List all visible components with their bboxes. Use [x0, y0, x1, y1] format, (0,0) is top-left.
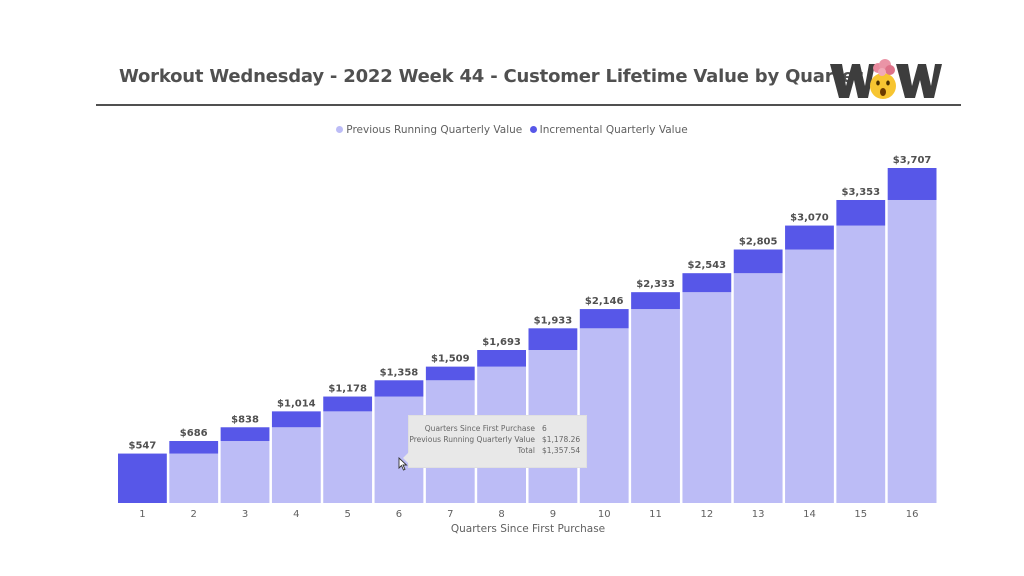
page-title: Workout Wednesday - 2022 Week 44 - Custo…	[119, 66, 863, 87]
bar-previous-q15[interactable]	[836, 225, 886, 503]
bar-previous-q3[interactable]	[220, 441, 270, 503]
data-label: $3,707	[893, 155, 932, 166]
x-tick-label: 2	[191, 509, 197, 520]
bar-incremental-q3[interactable]	[220, 427, 270, 442]
x-tick-label: 9	[550, 509, 556, 520]
tooltip-table: Quarters Since First Purchase 6 Previous…	[409, 424, 586, 457]
tooltip-row: Quarters Since First Purchase 6	[409, 424, 586, 435]
x-tick-label: 16	[906, 509, 919, 520]
bar-incremental-q5[interactable]	[323, 396, 373, 412]
bar-incremental-q7[interactable]	[425, 366, 475, 381]
tooltip-pointer	[403, 452, 409, 464]
bar-incremental-q11[interactable]	[631, 292, 680, 310]
x-tick-label: 14	[803, 509, 816, 520]
bar-incremental-q6[interactable]	[374, 380, 424, 397]
legend-item-previous[interactable]: Previous Running Quarterly Value	[336, 124, 522, 136]
bar-incremental-q15[interactable]	[836, 199, 886, 226]
bar-previous-q16[interactable]	[887, 199, 937, 503]
title-divider	[96, 104, 961, 106]
data-label: $3,070	[790, 213, 829, 224]
data-label: $2,805	[739, 237, 778, 248]
data-label: $1,693	[482, 337, 521, 348]
x-tick-label: 10	[598, 509, 611, 520]
bar-incremental-q4[interactable]	[271, 411, 321, 428]
bar-incremental-q12[interactable]	[682, 273, 732, 293]
legend-dot-incremental	[529, 125, 537, 133]
bar-previous-q14[interactable]	[785, 249, 834, 503]
bar-incremental-q9[interactable]	[528, 328, 578, 351]
legend-label-incremental: Incremental Quarterly Value	[539, 124, 688, 136]
bar-previous-q4[interactable]	[271, 427, 321, 503]
x-tick-label: 1	[139, 509, 145, 520]
x-tick-labels-group: 1 2 3 4 5 6 7 8 9 10 11 12 13 14 15 16	[139, 509, 918, 520]
x-tick-label: 11	[649, 509, 662, 520]
wow-logo	[828, 58, 944, 102]
data-label: $2,333	[636, 279, 675, 290]
bar-previous-q12[interactable]	[682, 292, 732, 503]
x-tick-label: 4	[293, 509, 299, 520]
tooltip-row: Total $1,357.54	[409, 446, 586, 457]
tooltip: Quarters Since First Purchase 6 Previous…	[403, 415, 587, 468]
tooltip-value: $1,178.26	[542, 435, 581, 444]
data-label: $838	[231, 414, 259, 425]
x-axis-title: Quarters Since First Purchase	[451, 523, 605, 535]
data-labels-group: $547 $686 $838 $1,014 $1,178 $1,358 $1,509 $1,6…	[128, 155, 931, 452]
data-label: $3,353	[841, 187, 880, 198]
tooltip-label: Total	[517, 446, 535, 455]
data-label: $2,146	[585, 296, 624, 307]
x-tick-label: 5	[344, 509, 350, 520]
bar-previous-q5[interactable]	[323, 411, 373, 503]
chart-legend: Previous Running Quarterly Value Increme…	[0, 124, 1024, 136]
data-label: $686	[180, 428, 208, 439]
data-label: $1,358	[380, 367, 419, 378]
bar-previous-q13[interactable]	[733, 273, 783, 503]
data-label: $1,933	[534, 315, 573, 326]
data-label: $1,509	[431, 354, 470, 365]
bar-incremental-q16[interactable]	[887, 168, 937, 200]
bar-previous-q11[interactable]	[631, 309, 680, 503]
tooltip-label: Previous Running Quarterly Value	[409, 435, 535, 444]
x-tick-label: 15	[854, 509, 867, 520]
x-tick-label: 13	[752, 509, 765, 520]
mouse-cursor-icon	[398, 456, 408, 475]
bar-incremental-q13[interactable]	[733, 249, 783, 274]
data-label: $1,014	[277, 398, 316, 409]
data-label: $2,543	[688, 260, 727, 271]
x-tick-label: 3	[242, 509, 248, 520]
bar-previous-q2[interactable]	[169, 453, 219, 503]
tooltip-row: Previous Running Quarterly Value $1,178.…	[409, 435, 586, 446]
data-label: $547	[128, 441, 156, 452]
legend-item-incremental[interactable]: Incremental Quarterly Value	[529, 124, 688, 136]
tooltip-label: Quarters Since First Purchase	[424, 424, 535, 433]
legend-dot-previous	[336, 125, 344, 133]
bar-incremental-q2[interactable]	[169, 441, 219, 454]
x-tick-label: 7	[447, 509, 453, 520]
wow-logo-icon	[830, 59, 942, 99]
bar-incremental-q10[interactable]	[579, 309, 629, 329]
bar-incremental-q8[interactable]	[477, 350, 526, 367]
tooltip-value: 6	[542, 424, 547, 433]
tooltip-value: $1,357.54	[542, 446, 581, 455]
x-tick-label: 6	[396, 509, 402, 520]
x-tick-label: 12	[700, 509, 713, 520]
bar-incremental-q1[interactable]	[118, 453, 167, 503]
bar-incremental-q14[interactable]	[785, 225, 834, 250]
bar-previous-q10[interactable]	[579, 328, 629, 503]
data-label: $1,178	[328, 384, 367, 395]
x-tick-label: 8	[498, 509, 504, 520]
legend-label-previous: Previous Running Quarterly Value	[346, 124, 523, 136]
